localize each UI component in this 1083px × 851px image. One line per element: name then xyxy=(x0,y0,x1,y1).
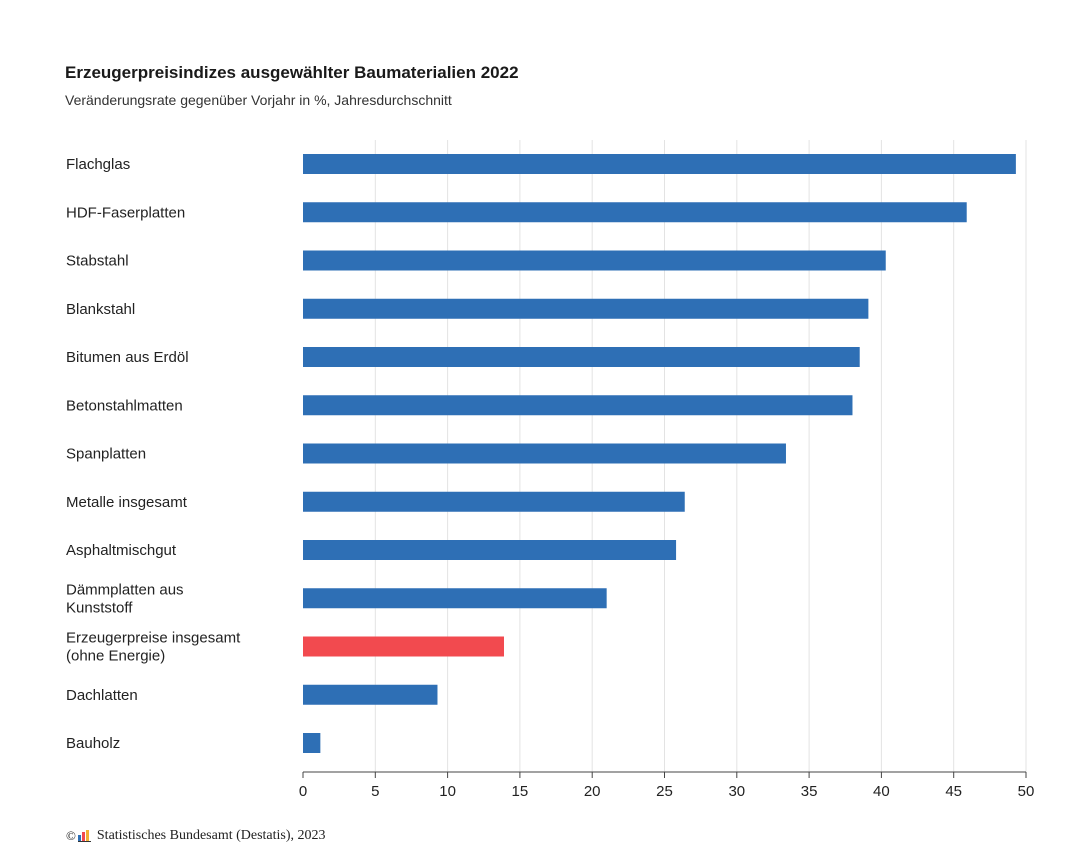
copyright-symbol: © xyxy=(66,828,76,843)
source-footer: © Statistisches Bundesamt (Destatis), 20… xyxy=(66,828,326,844)
x-tick-label-50: 50 xyxy=(1018,783,1035,800)
bar-2 xyxy=(303,250,886,271)
category-label-9-line-0: Dämmplatten aus xyxy=(66,581,184,598)
category-label-7: Metalle insgesamt xyxy=(66,494,188,511)
chart-subtitle: Veränderungsrate gegenüber Vorjahr in %,… xyxy=(65,92,452,108)
category-label-5: Betonstahlmatten xyxy=(66,397,183,414)
category-label-2: Stabstahl xyxy=(66,253,129,270)
bar-9 xyxy=(303,588,607,609)
bar-10 xyxy=(303,636,504,657)
destatis-logo-icon xyxy=(77,830,91,842)
bar-5 xyxy=(303,395,853,416)
bar-6 xyxy=(303,443,786,464)
category-label-0: Flachglas xyxy=(66,156,130,173)
bar-7 xyxy=(303,491,685,512)
chart-title: Erzeugerpreisindizes ausgewählter Baumat… xyxy=(65,63,519,82)
category-label-12: Bauholz xyxy=(66,735,120,752)
x-tick-label-15: 15 xyxy=(512,783,529,800)
x-tick-label-40: 40 xyxy=(873,783,890,800)
x-tick-label-35: 35 xyxy=(801,783,818,800)
category-label-4: Bitumen aus Erdöl xyxy=(66,349,189,366)
bar-11 xyxy=(303,684,438,705)
category-label-10-line-0: Erzeugerpreise insgesamt xyxy=(66,630,241,647)
bar-12 xyxy=(303,733,321,753)
bar-3 xyxy=(303,298,869,319)
category-label-10-line-1: (ohne Energie) xyxy=(66,648,165,665)
bar-4 xyxy=(303,347,860,367)
category-label-11: Dachlatten xyxy=(66,687,138,704)
x-tick-label-30: 30 xyxy=(728,783,745,800)
bar-1 xyxy=(303,202,967,223)
category-label-1: HDF-Faserplatten xyxy=(66,204,185,221)
category-label-6: Spanplatten xyxy=(66,446,146,463)
category-label-3: Blankstahl xyxy=(66,301,135,318)
x-tick-label-25: 25 xyxy=(656,783,673,800)
x-tick-label-45: 45 xyxy=(945,783,962,800)
bar-0 xyxy=(303,154,1016,174)
x-tick-label-5: 5 xyxy=(371,783,379,800)
category-label-9-line-1: Kunststoff xyxy=(66,599,133,616)
x-tick-label-10: 10 xyxy=(439,783,456,800)
x-tick-label-0: 0 xyxy=(299,783,307,800)
category-label-8: Asphaltmischgut xyxy=(66,542,177,559)
source-text: Statistisches Bundesamt (Destatis), 2023 xyxy=(96,828,326,843)
bar-8 xyxy=(303,540,677,560)
x-tick-label-20: 20 xyxy=(584,783,601,800)
